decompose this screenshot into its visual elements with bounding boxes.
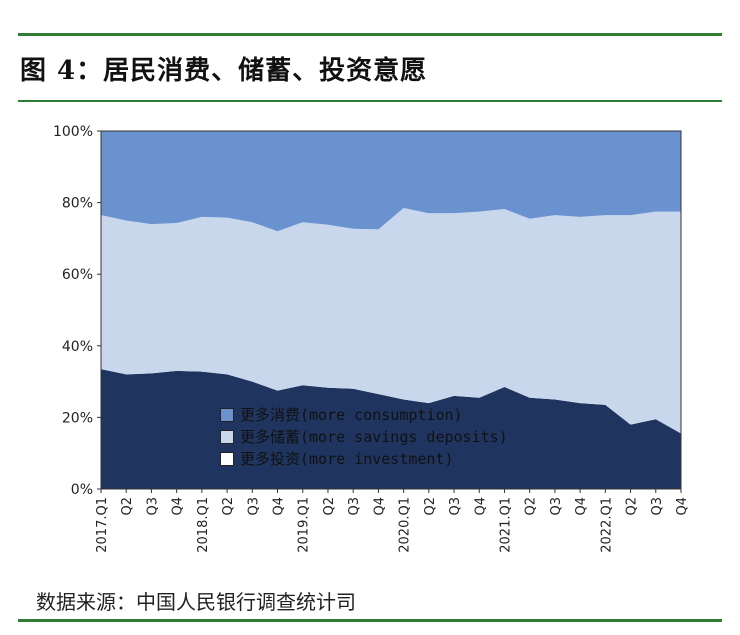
title-rule xyxy=(18,100,722,102)
x-tick-label: 2022.Q1 xyxy=(599,497,614,553)
y-tick-label: 100% xyxy=(53,124,93,140)
area-investment xyxy=(101,369,681,489)
x-tick-label: Q3 xyxy=(246,497,261,516)
figure-title: 图 4：居民消费、储蓄、投资意愿 xyxy=(20,56,428,86)
x-tick-label: 2019.Q1 xyxy=(297,497,312,553)
x-tick-label: Q4 xyxy=(473,497,488,516)
x-tick-label: Q2 xyxy=(423,497,438,516)
x-tick-label: Q2 xyxy=(322,497,337,516)
x-tick-label: Q4 xyxy=(372,497,387,516)
x-tick-label: Q3 xyxy=(448,497,463,516)
x-tick-label: Q2 xyxy=(120,497,135,516)
y-tick-label: 20% xyxy=(62,410,93,426)
x-tick-label: Q3 xyxy=(347,497,362,516)
legend-label-investment: 更多投资(more investment) xyxy=(240,450,454,468)
x-tick-label: Q4 xyxy=(171,497,186,516)
legend-item-savings: 更多储蓄(more savings deposits) xyxy=(220,426,508,448)
legend-label-consumption: 更多消费(more consumption) xyxy=(240,406,463,424)
chart-legend: 更多消费(more consumption) 更多储蓄(more savings… xyxy=(220,404,508,470)
x-tick-label: Q2 xyxy=(524,497,539,516)
x-tick-label: Q3 xyxy=(650,497,665,516)
y-tick-label: 60% xyxy=(62,267,93,283)
legend-item-investment: 更多投资(more investment) xyxy=(220,448,508,470)
legend-item-consumption: 更多消费(more consumption) xyxy=(220,404,508,426)
x-tick-label: Q2 xyxy=(221,497,236,516)
x-tick-label: Q4 xyxy=(574,497,589,516)
x-tick-label: Q4 xyxy=(675,497,690,516)
x-tick-label: 2021.Q1 xyxy=(498,497,513,553)
legend-swatch-consumption xyxy=(220,408,234,422)
bottom-rule xyxy=(18,619,722,622)
legend-label-savings: 更多储蓄(more savings deposits) xyxy=(240,428,508,446)
area-chart: 0% 20% 40% 60% 80% 100% 2017.Q1 Q2 Q3 Q4 2018.Q1 Q… xyxy=(53,124,690,553)
x-tick-label: Q3 xyxy=(549,497,564,516)
legend-swatch-investment xyxy=(220,452,234,466)
area-consumption xyxy=(101,131,681,232)
x-tick-label: 2020.Q1 xyxy=(398,497,413,553)
y-tick-label: 40% xyxy=(62,339,93,355)
y-tick-label: 80% xyxy=(62,196,93,212)
plot-frame xyxy=(100,130,682,490)
x-tick-label: 2018.Q1 xyxy=(196,497,211,553)
x-tick-label: Q3 xyxy=(145,497,160,516)
top-rule xyxy=(18,33,722,36)
x-tick-label: 2017.Q1 xyxy=(95,497,110,553)
legend-swatch-savings xyxy=(220,430,234,444)
data-source: 数据来源：中国人民银行调查统计司 xyxy=(36,590,356,614)
x-tick-label: Q4 xyxy=(272,497,287,516)
area-savings xyxy=(101,208,681,434)
x-tick-label: Q2 xyxy=(625,497,640,516)
y-tick-label: 0% xyxy=(71,482,93,498)
